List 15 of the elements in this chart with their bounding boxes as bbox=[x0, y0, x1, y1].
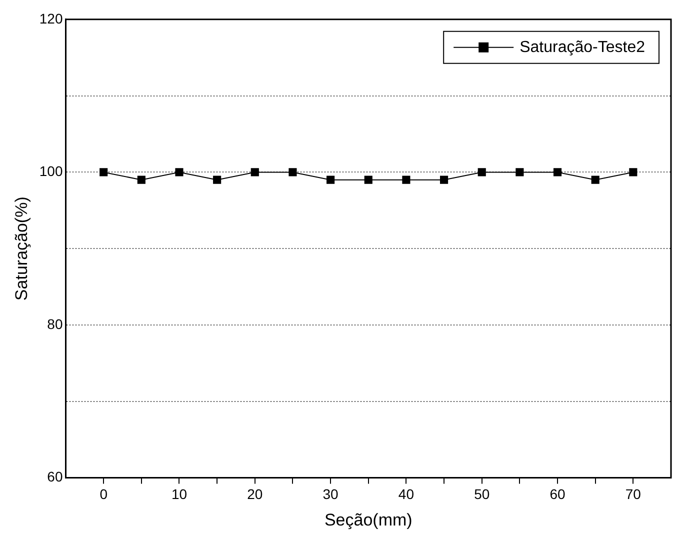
x-axis-title: Seção(mm) bbox=[324, 510, 412, 530]
x-tick-label: 50 bbox=[474, 486, 490, 502]
x-tick-label: 20 bbox=[247, 486, 263, 502]
x-tick-label: 40 bbox=[398, 486, 414, 502]
y-tick-label: 100 bbox=[39, 163, 63, 180]
legend-label: Saturação-Teste2 bbox=[520, 38, 646, 56]
x-tick-label: 70 bbox=[625, 486, 642, 502]
y-axis-title: Saturação(%) bbox=[12, 196, 31, 301]
y-tick-label: 120 bbox=[39, 10, 63, 26]
x-tick-label: 30 bbox=[322, 486, 339, 502]
x-tick-label: 0 bbox=[100, 486, 108, 502]
y-tick-label: 80 bbox=[47, 316, 63, 332]
x-tick-label: 60 bbox=[550, 486, 566, 502]
y-tick-label: 60 bbox=[47, 468, 63, 485]
x-tick-label: 10 bbox=[171, 486, 188, 502]
